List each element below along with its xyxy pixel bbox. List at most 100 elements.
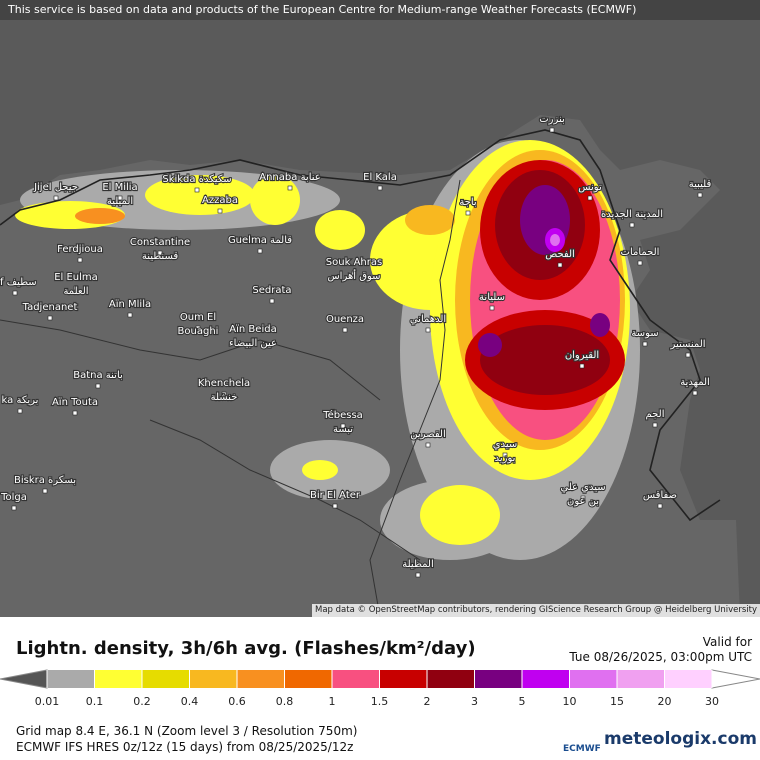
place-marker [194, 187, 200, 193]
meteologix-logo: meteologix.com [604, 729, 757, 749]
coastline [0, 129, 721, 522]
place-label: Guelma قالمة [228, 235, 292, 246]
legend-tick-label: 1.5 [371, 695, 389, 708]
legend-title: Lightn. density, 3h/6h avg. (Flashes/km²… [16, 638, 476, 659]
legend-swatch [664, 670, 712, 688]
legend-tick-label: 2 [424, 695, 431, 708]
legend-tick-label: 0.8 [276, 695, 294, 708]
legend-tick-label: 3 [471, 695, 478, 708]
place-marker [587, 195, 593, 201]
attribution: Map data © OpenStreetMap contributors, r… [312, 604, 760, 617]
legend-bar: 0.01 0.1 0.2 0.4 0.6 0.8 1 1.5 2 3 5 10 15 20 30 [0, 669, 760, 708]
place-marker [95, 383, 101, 389]
place-marker [77, 257, 83, 263]
place-label: صفاقس [643, 490, 677, 501]
place-label: خنشلة [211, 392, 238, 403]
legend-tick-label: 0.6 [228, 695, 246, 708]
place-label: بن عون [567, 496, 599, 507]
place-marker [11, 505, 17, 511]
map: Jijel جيجل El Milia الميلية Skikda سكيكدة An… [0, 0, 760, 617]
place-marker [269, 298, 275, 304]
header-notice: This service is based on data and produc… [0, 0, 760, 20]
place-marker [692, 390, 698, 396]
place-label: Aïn Touta [52, 397, 98, 408]
legend-swatch [284, 670, 332, 688]
legend-below [0, 669, 48, 689]
legend-swatch [189, 670, 237, 688]
legend-tick-label: 0.1 [86, 695, 104, 708]
place-marker [47, 315, 53, 321]
place-label: سوق أهراس [327, 269, 380, 282]
legend-swatch [569, 670, 617, 688]
place-label: Bir El Ater [310, 490, 361, 501]
legend-swatch [142, 670, 190, 688]
place-marker [127, 312, 133, 318]
place-marker [642, 341, 648, 347]
place-label: الجم [646, 409, 665, 420]
place-label: El Kala [363, 172, 397, 183]
place-marker [425, 442, 431, 448]
place-marker [195, 325, 201, 331]
place-label: Oum El [180, 312, 216, 323]
place-label: Bouaghi [178, 326, 219, 337]
place-label: Tébessa [322, 409, 363, 421]
place-marker [287, 185, 293, 191]
place-label: Ouenza [326, 314, 364, 325]
place-label: القصرين [410, 429, 445, 440]
place-marker [42, 488, 48, 494]
place-marker [425, 327, 431, 333]
place-label: المدينة الجديدة [601, 209, 663, 220]
place-marker [342, 327, 348, 333]
place-marker [332, 503, 338, 509]
place-label: الميلية [107, 196, 133, 207]
place-marker [502, 452, 508, 458]
place-label: سيدي علي [560, 482, 605, 493]
place-marker [579, 363, 585, 369]
valid-label: Valid for [702, 635, 752, 649]
place-label: Aïn Mlila [109, 299, 151, 310]
legend-tick-label: 0.2 [133, 695, 151, 708]
place-marker [652, 422, 658, 428]
place-marker [17, 408, 23, 414]
place-marker [221, 391, 227, 397]
model-info: ECMWF IFS HRES 0z/12z (15 days) from 08/… [16, 740, 354, 754]
place-label: Ferdjioua [57, 244, 103, 255]
place-label: القيروان [565, 350, 599, 361]
place-marker [157, 250, 163, 256]
legend-swatch [47, 670, 95, 688]
place-marker [580, 495, 586, 501]
place-marker [53, 195, 59, 201]
place-label: ka بريكة [2, 395, 39, 406]
valid-time: Tue 08/26/2025, 03:00pm UTC [569, 650, 752, 664]
place-marker [250, 337, 256, 343]
place-marker [489, 305, 495, 311]
place-label: Khenchela [198, 378, 250, 389]
place-label: El Milia [102, 182, 137, 193]
place-label: باجة [459, 197, 476, 208]
place-marker [657, 503, 663, 509]
grid-info: Grid map 8.4 E, 36.1 N (Zoom level 3 / R… [16, 724, 358, 738]
place-label: الدهماني [410, 314, 446, 325]
place-marker [697, 192, 703, 198]
ecmwf-logo: ECMWF [563, 744, 601, 754]
legend-swatch [332, 670, 380, 688]
legend-swatch [522, 670, 570, 688]
place-marker [415, 572, 421, 578]
place-label: تبسة [333, 424, 353, 435]
place-label: El Eulma [54, 272, 98, 283]
legend-tick-label: 0.01 [35, 695, 60, 708]
place-label: Azzaba [202, 195, 238, 206]
place-marker [377, 185, 383, 191]
legend-swatch [474, 670, 522, 688]
place-label: قسنطينة [142, 251, 179, 262]
place-marker [12, 290, 18, 296]
place-label: الحمامات [621, 247, 660, 258]
place-label: المنستير [669, 339, 705, 350]
legend-swatch [617, 670, 665, 688]
place-label: Annaba عنابة [259, 172, 321, 183]
lightning-areas [15, 140, 640, 560]
place-label: بنزرت [539, 114, 565, 125]
place-label: Batna باتنة [73, 370, 123, 381]
legend-tick-label: 5 [519, 695, 526, 708]
place-label: Jijel جيجل [33, 182, 78, 193]
